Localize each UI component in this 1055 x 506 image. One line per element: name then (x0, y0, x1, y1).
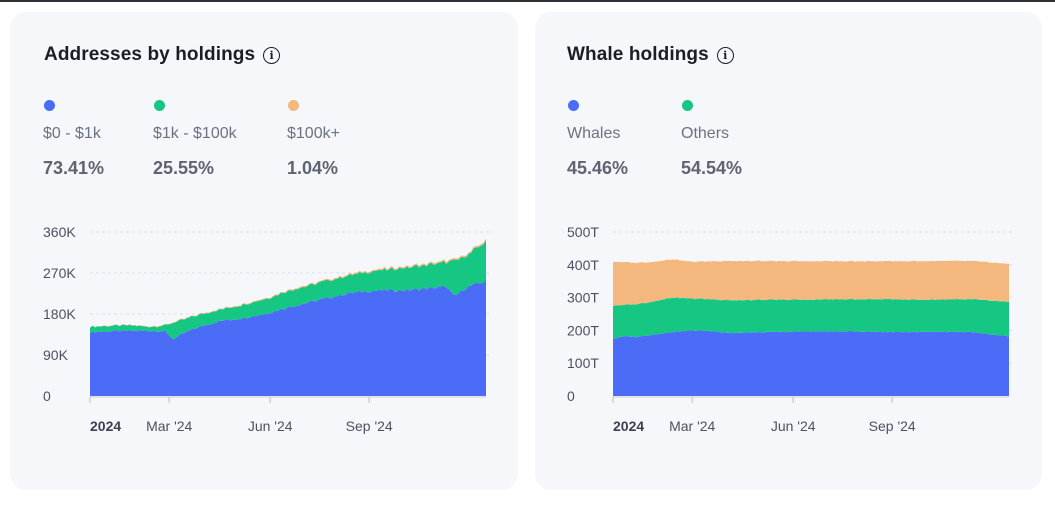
legend-label: Whales (567, 125, 621, 142)
whale-holdings-card: Whale holdings i Whales 45.46% Others 54… (535, 12, 1042, 490)
y-tick-label: 200T (567, 322, 599, 338)
y-tick-label: 0 (43, 388, 51, 404)
y-tick-label: 0 (567, 388, 575, 404)
x-tick-label: Mar '24 (669, 418, 715, 434)
x-tick-label: Sep '24 (869, 418, 916, 434)
info-icon[interactable]: i (716, 46, 734, 64)
area-series-1 (90, 239, 486, 340)
area-series-2 (613, 259, 1009, 307)
y-tick-label: 500T (567, 224, 599, 240)
legend-value: 45.46% (567, 158, 629, 178)
card-title-text: Addresses by holdings (44, 44, 256, 65)
y-tick-label: 300T (567, 290, 599, 306)
addresses-area-chart[interactable]: 360K 270K 180K 90K 0 2024 Mar '24 Jun '24 Sep '2… (10, 12, 518, 490)
x-tick-label: 2024 (613, 418, 644, 434)
area-series-0 (613, 330, 1009, 396)
y-tick-label: 180K (43, 306, 76, 322)
legend-label: Others (681, 125, 730, 142)
y-tick-label: 400T (567, 257, 599, 273)
legend-dot (682, 100, 693, 111)
card-title: Addresses by holdings i (44, 44, 281, 66)
x-tick-label: Mar '24 (146, 418, 192, 434)
card-title-text: Whale holdings (567, 44, 709, 65)
legend-value: 54.54% (681, 158, 743, 178)
card-title: Whale holdings i (567, 44, 734, 66)
x-tick-label: Jun '24 (248, 418, 293, 434)
area-series-1 (613, 297, 1009, 339)
legend-label: $100k+ (287, 125, 340, 142)
x-tick-label: 2024 (90, 418, 121, 434)
legend-value: 1.04% (287, 158, 339, 178)
legend-value: 25.55% (153, 158, 215, 178)
addresses-by-holdings-card: Addresses by holdings i $0 - $1k 73.41% … (10, 12, 518, 490)
legend-value: 73.41% (43, 158, 105, 178)
whale-area-chart[interactable]: 500T 400T 300T 200T 100T 0 2024 Mar '24 Jun '24 S… (535, 12, 1042, 490)
area-series-0 (90, 279, 486, 396)
legend-item-0-1k: $0 - $1k 73.41% (43, 100, 104, 179)
y-tick-label: 270K (43, 265, 76, 281)
legend-dot (288, 100, 299, 111)
y-tick-label: 360K (43, 224, 76, 240)
legend-item-100k-plus: $100k+ 1.04% (287, 100, 340, 179)
legend-dot (44, 100, 55, 111)
legend-item-whales: Whales 45.46% (567, 100, 628, 179)
y-tick-label: 100T (567, 355, 599, 371)
info-icon[interactable]: i (263, 46, 281, 64)
legend-label: $0 - $1k (43, 125, 101, 142)
legend-item-1k-100k: $1k - $100k 25.55% (153, 100, 237, 179)
legend-item-others: Others 54.54% (681, 100, 742, 179)
legend-dot (154, 100, 165, 111)
legend-dot (568, 100, 579, 111)
legend-label: $1k - $100k (153, 125, 237, 142)
x-tick-label: Sep '24 (346, 418, 393, 434)
y-tick-label: 90K (43, 347, 69, 363)
top-divider (0, 0, 1055, 2)
x-tick-label: Jun '24 (771, 418, 816, 434)
